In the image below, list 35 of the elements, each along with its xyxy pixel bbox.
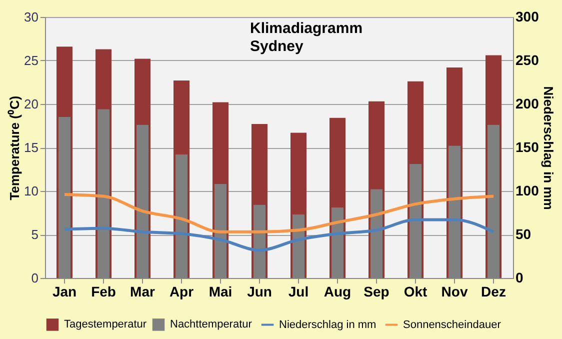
y-tick-label: 5: [31, 227, 38, 242]
x-tick-label: Aug: [324, 284, 352, 300]
x-tick-label: Mai: [208, 284, 232, 300]
y2-tick-label: 300: [516, 8, 540, 24]
legend-label: Sonnenscheindauer: [403, 318, 502, 331]
x-tick-label: Okt: [404, 284, 428, 300]
x-tick-label: Nov: [441, 284, 468, 300]
y-axis-title: Temperature (⁰C): [7, 96, 22, 200]
x-tick-label: Sep: [364, 284, 390, 300]
line-series: [63, 192, 495, 234]
x-tick-label: Mar: [130, 284, 156, 300]
x-tick-label: Apr: [169, 284, 194, 300]
y-tick-label: 15: [24, 140, 38, 155]
y2-tick-label: 150: [516, 139, 540, 155]
y-tick-label: 10: [24, 184, 38, 198]
x-tick-label: Jul: [288, 284, 309, 300]
x-tick-label: Dez: [481, 284, 506, 300]
y-tick-label: 25: [24, 53, 38, 68]
legend-label: Nachttemperatur: [170, 318, 252, 331]
legend-label: Tagestemperatur: [64, 318, 147, 331]
line-series: [63, 218, 495, 252]
y2-tick-label: 200: [516, 96, 540, 112]
x-tick-label: Jan: [52, 284, 77, 300]
y2-tick-label: 50: [516, 226, 532, 242]
y-tick-label: 0: [31, 270, 38, 286]
y-tick-label: 20: [24, 96, 38, 112]
y2-tick-label: 0: [516, 270, 524, 286]
x-tick-label: Feb: [91, 284, 116, 300]
y2-tick-label: 100: [516, 182, 540, 198]
y2-axis-title: Niederschlag in mm: [540, 86, 556, 210]
legend-label: Niederschlag in mm: [279, 318, 376, 331]
x-tick-label: Jun: [247, 284, 272, 300]
y-tick-label: 30: [24, 10, 38, 24]
text: Klimadiagramm Sydney: [250, 20, 363, 55]
y2-tick-label: 250: [516, 52, 540, 68]
